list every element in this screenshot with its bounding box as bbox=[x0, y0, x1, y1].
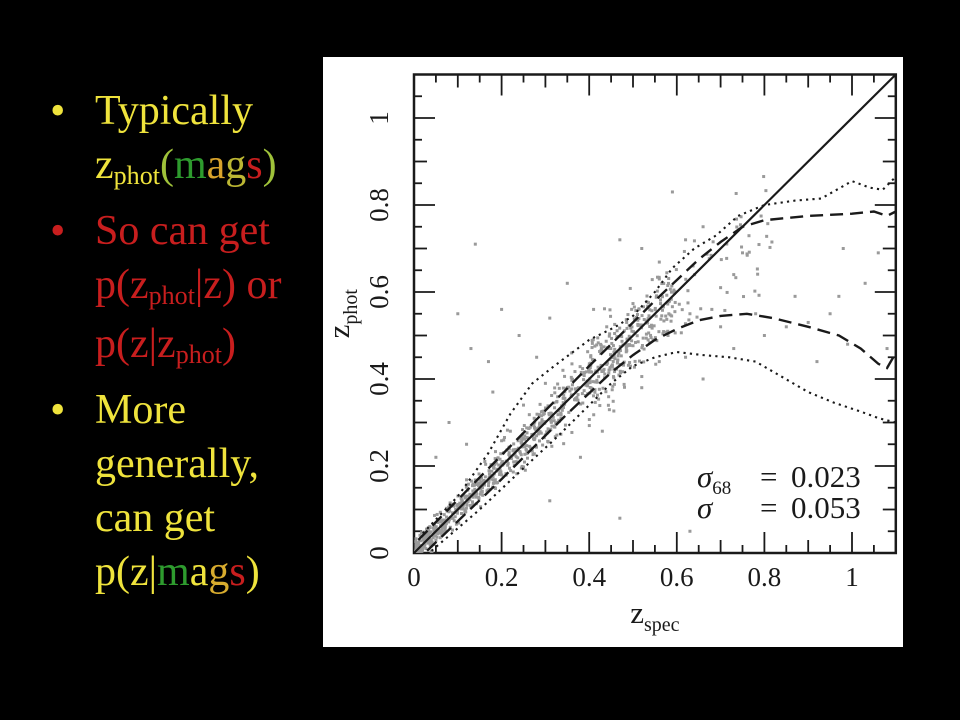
text-segment: Typically bbox=[95, 88, 254, 134]
text-segment: p(z bbox=[95, 262, 149, 308]
sigma68-stat: σ68 = 0.023 bbox=[697, 459, 861, 499]
scatter-plot-panel: 0 0 0.2 0.2 0.4 0.4 0.6 0.6 0.8 0.8 1 1 zspec zphot σ6… bbox=[323, 57, 903, 647]
lower-dashed-envelope bbox=[426, 312, 897, 552]
svg-text:0.2: 0.2 bbox=[485, 562, 519, 592]
text-segment: can get bbox=[95, 495, 216, 541]
zphot-vs-zspec-chart: 00 0.2 0.2 0.4 0.4 0.6 0.6 0.8 0.8 1 1 zspec zphot σ6… bbox=[323, 73, 898, 636]
text-segment: p(z|z bbox=[95, 321, 176, 367]
text-segment: g bbox=[225, 142, 247, 188]
text-segment: a bbox=[189, 549, 209, 595]
text-segment: g bbox=[208, 549, 230, 595]
text-segment: a bbox=[206, 142, 226, 188]
svg-text:0: 0 bbox=[364, 546, 394, 560]
x-axis-label: zspec bbox=[630, 595, 679, 636]
text-segment: phot bbox=[113, 160, 160, 190]
svg-text:0.4: 0.4 bbox=[364, 362, 394, 396]
text-segment: ) bbox=[245, 549, 260, 595]
svg-text:0.2: 0.2 bbox=[364, 449, 394, 483]
sigma-stat: σ = 0.053 bbox=[697, 490, 861, 525]
bullet-text: More generally, can get p(z|mags) bbox=[95, 383, 260, 599]
text-segment: m bbox=[157, 549, 190, 595]
tick-labels: 00 0.2 0.2 0.4 0.4 0.6 0.6 0.8 0.8 1 1 bbox=[364, 111, 859, 592]
bullet-item-3: • More generally, can get p(z|mags) bbox=[50, 383, 330, 599]
text-segment: phot bbox=[175, 339, 222, 369]
svg-text:0.8: 0.8 bbox=[748, 562, 782, 592]
axis-ticks bbox=[414, 74, 896, 553]
text-segment: More bbox=[95, 387, 186, 433]
bullet-dot-icon: • bbox=[50, 206, 66, 255]
text-segment: |z) or bbox=[194, 262, 282, 308]
svg-text:1: 1 bbox=[845, 562, 859, 592]
text-segment: m bbox=[173, 142, 207, 188]
upper-dotted-envelope bbox=[422, 175, 897, 535]
svg-text:0: 0 bbox=[407, 562, 421, 592]
svg-text:1: 1 bbox=[364, 111, 394, 125]
upper-dashed-envelope bbox=[417, 210, 897, 541]
text-segment: ( bbox=[159, 142, 174, 188]
bullet-item-1: • Typically zphot(mags) bbox=[50, 84, 330, 197]
text-segment: phot bbox=[148, 280, 195, 310]
bullet-dot-icon: • bbox=[50, 385, 66, 434]
y-axis-label: zphot bbox=[323, 289, 362, 339]
identity-line bbox=[413, 73, 897, 554]
text-segment: z bbox=[95, 142, 114, 188]
text-segment: generally, bbox=[95, 441, 260, 487]
svg-text:0.4: 0.4 bbox=[572, 562, 606, 592]
text-segment: s bbox=[229, 549, 246, 595]
lower-dotted-envelope bbox=[430, 350, 897, 552]
svg-text:0.6: 0.6 bbox=[364, 275, 394, 309]
text-segment: p(z| bbox=[95, 549, 158, 595]
svg-text:0.8: 0.8 bbox=[364, 188, 394, 222]
bullet-text: Typically zphot(mags) bbox=[95, 84, 277, 197]
text-segment: ) bbox=[262, 142, 277, 188]
bullet-list: • Typically zphot(mags) • So can get p(zphot|… bbox=[50, 84, 330, 606]
text-segment: ) bbox=[221, 321, 236, 367]
bullet-dot-icon: • bbox=[50, 86, 66, 135]
bullet-item-2: • So can get p(zphot|z) or p(z|zphot) bbox=[50, 204, 330, 376]
svg-text:0.6: 0.6 bbox=[660, 562, 694, 592]
text-segment: s bbox=[246, 142, 263, 188]
bullet-text: So can get p(zphot|z) or p(z|zphot) bbox=[95, 204, 281, 376]
text-segment: So can get bbox=[95, 208, 270, 254]
